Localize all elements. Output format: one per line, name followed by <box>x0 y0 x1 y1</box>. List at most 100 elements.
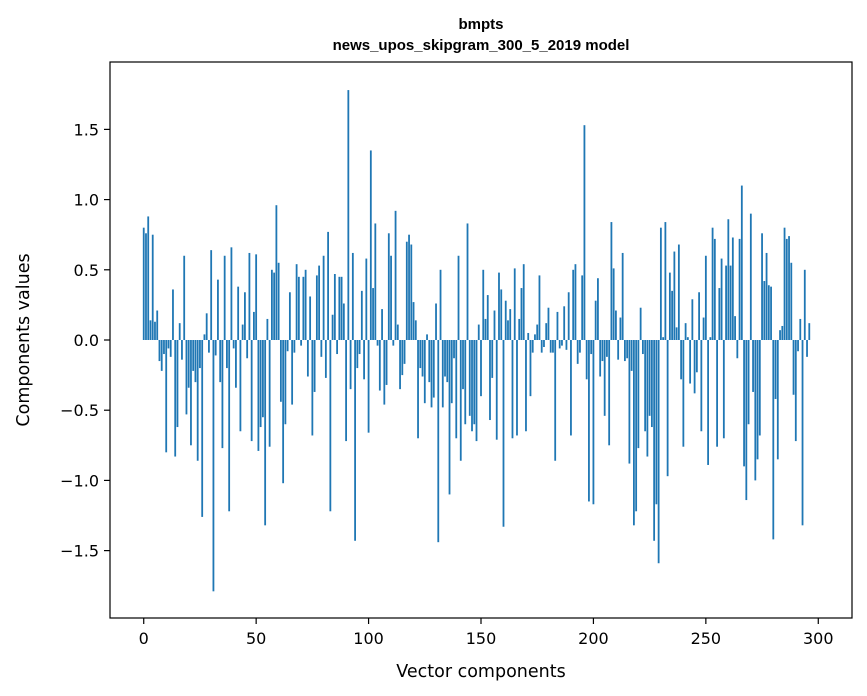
bar-150 <box>480 340 482 397</box>
bar-4 <box>151 234 154 340</box>
bar-287 <box>788 236 790 340</box>
bar-162 <box>507 320 509 340</box>
bar-126 <box>426 334 428 340</box>
bar-293 <box>801 340 804 526</box>
bar-123 <box>419 340 422 369</box>
bar-46 <box>246 340 249 359</box>
bar-30 <box>210 250 213 340</box>
bar-25 <box>199 340 201 369</box>
bar-115 <box>401 340 404 376</box>
bar-193 <box>576 340 579 364</box>
chart-subtitle: news_upos_skipgram_300_5_2019 model <box>333 37 630 54</box>
bar-93 <box>351 252 354 340</box>
bar-271 <box>752 340 754 392</box>
bar-146 <box>471 340 473 432</box>
bar-40 <box>232 340 235 349</box>
bar-240 <box>682 340 685 447</box>
bar-27 <box>203 334 206 340</box>
bar-296 <box>808 323 811 340</box>
bar-76 <box>313 340 316 392</box>
bar-252 <box>709 337 712 340</box>
bar-80 <box>322 255 325 340</box>
bar-177 <box>540 340 543 353</box>
bar-63 <box>284 340 287 425</box>
bar-67 <box>293 340 296 353</box>
bar-215 <box>626 340 629 359</box>
bar-109 <box>387 233 390 340</box>
bar-280 <box>772 340 775 540</box>
y-tick-label: 1.5 <box>74 120 99 139</box>
bar-291 <box>797 340 799 352</box>
bar-239 <box>680 340 683 380</box>
bar-91 <box>347 90 350 340</box>
bar-167 <box>518 318 521 340</box>
bar-247 <box>698 292 700 340</box>
bar-139 <box>455 340 458 439</box>
bar-111 <box>392 340 395 346</box>
bar-155 <box>491 340 494 378</box>
bar-35 <box>221 340 224 449</box>
bar-183 <box>554 340 557 461</box>
bar-36 <box>223 255 226 340</box>
bar-209 <box>612 268 615 340</box>
bar-290 <box>794 340 797 442</box>
bar-173 <box>531 340 534 353</box>
bar-179 <box>545 323 548 340</box>
bar-161 <box>504 300 507 340</box>
bar-199 <box>590 340 593 355</box>
bar-136 <box>448 340 451 495</box>
bar-259 <box>725 265 727 340</box>
bar-68 <box>295 264 298 340</box>
bar-218 <box>633 340 635 526</box>
bar-125 <box>423 340 426 404</box>
bar-258 <box>722 340 725 439</box>
bar-224 <box>646 340 649 457</box>
bar-7 <box>158 340 161 362</box>
bar-276 <box>763 281 766 340</box>
bar-97 <box>360 290 363 340</box>
bar-245 <box>693 340 696 394</box>
bar-151 <box>482 269 485 340</box>
bar-78 <box>318 265 321 340</box>
bar-79 <box>320 340 323 357</box>
bar-182 <box>552 340 554 353</box>
bar-202 <box>597 278 599 340</box>
bar-262 <box>731 237 734 340</box>
bar-141 <box>459 340 462 461</box>
bar-153 <box>486 295 489 340</box>
bar-282 <box>776 340 779 460</box>
bar-5 <box>154 321 156 340</box>
bar-26 <box>201 340 204 517</box>
bar-294 <box>803 269 806 340</box>
bar-216 <box>628 340 631 464</box>
bar-175 <box>536 324 539 340</box>
bar-127 <box>428 340 431 383</box>
bar-145 <box>468 340 471 416</box>
bar-45 <box>244 292 246 340</box>
bar-157 <box>495 340 498 440</box>
bar-164 <box>511 340 514 439</box>
bar-207 <box>608 340 611 446</box>
bar-288 <box>790 262 793 340</box>
bar-154 <box>489 340 491 421</box>
bar-118 <box>408 234 410 340</box>
chart-title: bmpts <box>459 16 504 33</box>
bar-42 <box>237 286 240 340</box>
bar-189 <box>567 292 570 340</box>
bar-234 <box>668 272 671 340</box>
bar-65 <box>288 292 291 340</box>
bar-64 <box>286 340 289 352</box>
bar-38 <box>228 340 231 512</box>
bar-223 <box>644 340 647 432</box>
bar-200 <box>592 340 595 505</box>
bar-285 <box>783 227 786 340</box>
bar-243 <box>689 340 692 384</box>
bar-152 <box>484 318 487 340</box>
bar-222 <box>641 340 644 355</box>
bar-82 <box>327 231 329 340</box>
bar-2 <box>147 216 150 340</box>
bar-163 <box>509 309 512 340</box>
x-tick-label: 100 <box>353 629 384 648</box>
bar-236 <box>673 251 676 340</box>
bar-281 <box>774 340 777 399</box>
